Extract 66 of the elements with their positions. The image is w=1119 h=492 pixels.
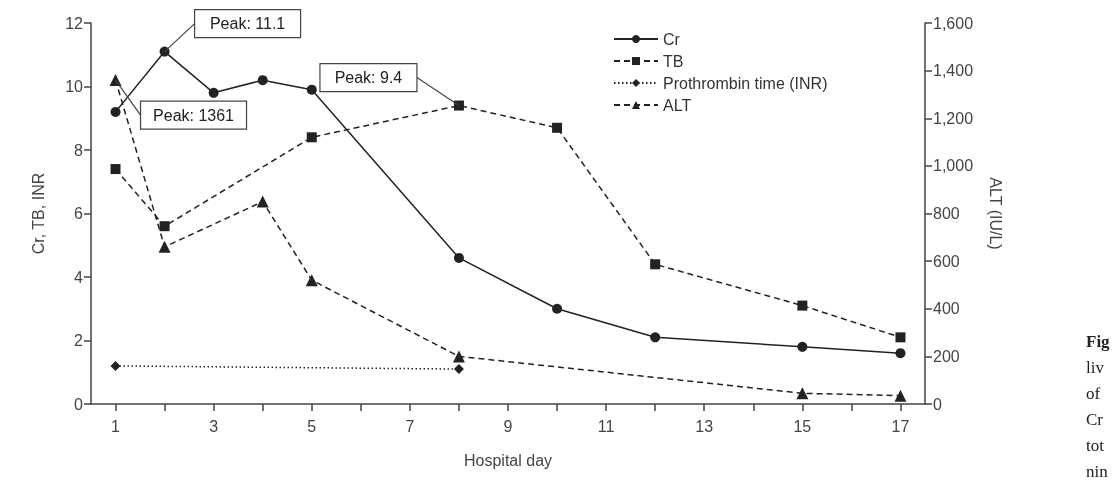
point — [257, 75, 268, 86]
point — [797, 300, 808, 311]
y2-tick-label: 600 — [933, 252, 960, 270]
y-tick-label: 2 — [74, 332, 84, 349]
text: nin — [1086, 461, 1109, 481]
y-tick-label: 8 — [74, 141, 84, 159]
y-tick-label: 0 — [74, 395, 84, 413]
point — [650, 332, 661, 343]
point — [552, 303, 563, 314]
point — [306, 132, 317, 143]
y2-tick-label: 200 — [933, 347, 960, 365]
y2-axis-title: ALT (IU/L) — [986, 177, 1004, 250]
point — [110, 106, 121, 117]
legend-label: TB — [663, 52, 684, 70]
point — [895, 332, 906, 343]
point — [452, 350, 465, 363]
point — [158, 240, 171, 253]
annotation: Peak: 9.4 — [334, 69, 403, 87]
y-tick-label: 10 — [65, 78, 84, 95]
x-tick-label: 17 — [891, 417, 910, 435]
point — [110, 360, 121, 371]
y2-tick-label: 1,600 — [933, 14, 974, 32]
x-tick-label: 15 — [793, 417, 812, 435]
point — [159, 221, 170, 232]
point — [453, 252, 464, 263]
x-tick-label: 7 — [405, 417, 415, 435]
y2-tick-label: 1,200 — [933, 109, 974, 127]
legend-label: ALT — [663, 96, 692, 114]
point — [453, 100, 464, 111]
x-axis-title: Hospital day — [463, 451, 553, 469]
text: liv — [1086, 357, 1105, 377]
point — [453, 364, 464, 375]
point — [110, 164, 121, 175]
x-tick-label: 1 — [111, 417, 121, 435]
y-tick-label: 12 — [65, 14, 84, 32]
point — [894, 389, 907, 402]
text: Cr — [1086, 409, 1104, 429]
text: tot — [1086, 435, 1105, 455]
y-tick-label: 4 — [74, 268, 84, 286]
annotation: Peak: 11.1 — [209, 15, 286, 33]
point — [305, 274, 318, 287]
y2-tick-label: 1,000 — [933, 157, 974, 175]
point — [306, 84, 317, 95]
y2-tick-label: 0 — [933, 395, 942, 413]
y2-tick-label: 1,400 — [933, 62, 974, 80]
point — [796, 387, 809, 400]
point — [256, 195, 269, 208]
legend-label: Cr — [663, 30, 681, 48]
x-tick-label: 9 — [503, 417, 513, 435]
point — [895, 348, 906, 359]
point — [552, 122, 563, 133]
y2-tick-label: 800 — [933, 205, 960, 222]
point — [650, 259, 661, 270]
legend-label: Prothrombin time (INR) — [663, 74, 828, 92]
annotation: Peak: 1361 — [153, 106, 235, 124]
text: Fig — [1086, 331, 1111, 351]
x-tick-label: 5 — [307, 417, 317, 435]
y-tick-label: 6 — [74, 205, 84, 222]
x-tick-label: 13 — [695, 417, 714, 435]
x-tick-label: 11 — [597, 417, 615, 435]
y2-tick-label: 400 — [933, 300, 960, 318]
point — [208, 87, 219, 98]
x-tick-label: 3 — [209, 417, 219, 435]
text: of — [1086, 383, 1101, 403]
point — [797, 341, 808, 352]
y-axis-title: Cr, TB, INR — [29, 172, 47, 255]
